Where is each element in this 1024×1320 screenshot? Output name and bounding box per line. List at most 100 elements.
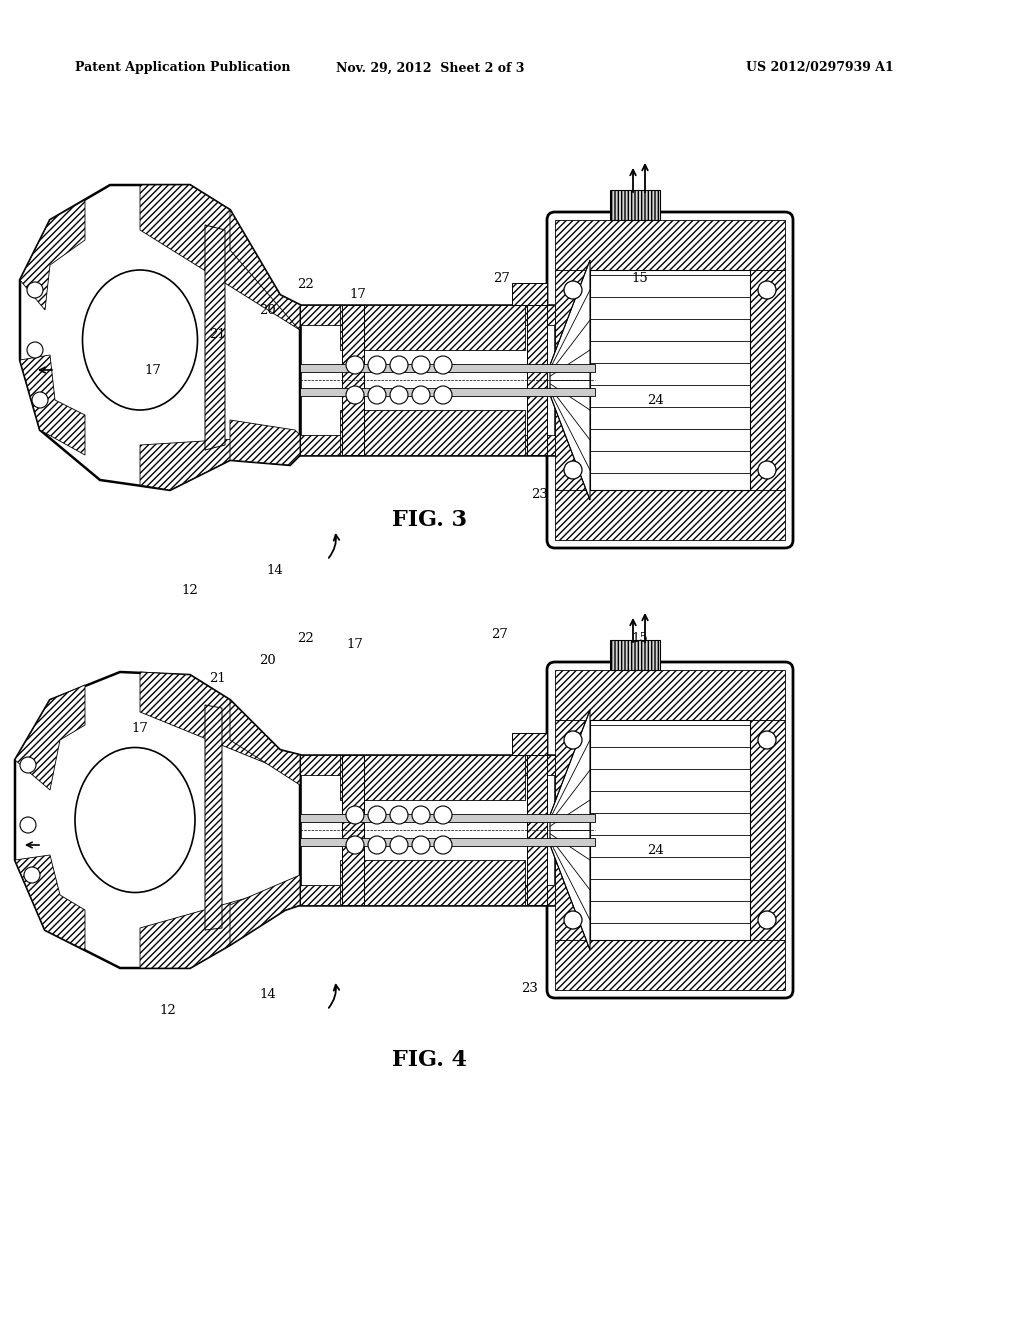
Circle shape xyxy=(368,807,386,824)
Circle shape xyxy=(758,281,776,300)
Polygon shape xyxy=(750,271,785,490)
Circle shape xyxy=(412,836,430,854)
Polygon shape xyxy=(20,355,85,455)
Polygon shape xyxy=(15,672,300,968)
Circle shape xyxy=(434,836,452,854)
Circle shape xyxy=(758,461,776,479)
Polygon shape xyxy=(140,436,300,490)
Circle shape xyxy=(346,356,364,374)
Circle shape xyxy=(434,385,452,404)
Text: 17: 17 xyxy=(144,363,162,376)
Polygon shape xyxy=(15,855,85,950)
Text: 15: 15 xyxy=(632,272,648,285)
Circle shape xyxy=(27,342,43,358)
Text: 17: 17 xyxy=(346,639,364,652)
Polygon shape xyxy=(300,755,555,906)
Polygon shape xyxy=(20,185,300,490)
Text: 15: 15 xyxy=(632,631,648,644)
Text: US 2012/0297939 A1: US 2012/0297939 A1 xyxy=(746,62,894,74)
Polygon shape xyxy=(342,755,364,906)
Circle shape xyxy=(390,356,408,374)
Text: FIG. 4: FIG. 4 xyxy=(392,1049,468,1071)
Circle shape xyxy=(20,817,36,833)
Text: 22: 22 xyxy=(297,279,313,292)
Circle shape xyxy=(32,392,48,408)
Polygon shape xyxy=(340,861,525,906)
Text: Patent Application Publication: Patent Application Publication xyxy=(75,62,291,74)
Polygon shape xyxy=(300,884,555,906)
Polygon shape xyxy=(555,671,785,719)
Polygon shape xyxy=(342,305,364,455)
Polygon shape xyxy=(140,185,300,330)
Polygon shape xyxy=(590,719,750,940)
Polygon shape xyxy=(20,201,85,310)
Polygon shape xyxy=(555,220,785,271)
Polygon shape xyxy=(512,282,547,305)
Polygon shape xyxy=(555,719,590,940)
Circle shape xyxy=(564,731,582,748)
Circle shape xyxy=(346,385,364,404)
Text: 12: 12 xyxy=(181,583,199,597)
Polygon shape xyxy=(15,685,85,789)
Text: 17: 17 xyxy=(349,289,367,301)
Polygon shape xyxy=(550,260,590,500)
Circle shape xyxy=(346,807,364,824)
Polygon shape xyxy=(300,305,555,325)
Polygon shape xyxy=(230,875,300,945)
Polygon shape xyxy=(300,838,595,846)
Polygon shape xyxy=(230,420,300,465)
Circle shape xyxy=(412,807,430,824)
Polygon shape xyxy=(300,388,595,396)
Polygon shape xyxy=(340,755,525,800)
Text: 12: 12 xyxy=(160,1003,176,1016)
Circle shape xyxy=(27,282,43,298)
Circle shape xyxy=(758,731,776,748)
Polygon shape xyxy=(140,883,300,968)
FancyBboxPatch shape xyxy=(547,663,793,998)
Circle shape xyxy=(24,867,40,883)
Text: 23: 23 xyxy=(521,982,539,994)
Ellipse shape xyxy=(83,271,198,411)
Text: Nov. 29, 2012  Sheet 2 of 3: Nov. 29, 2012 Sheet 2 of 3 xyxy=(336,62,524,74)
Text: 17: 17 xyxy=(131,722,148,734)
Circle shape xyxy=(564,281,582,300)
Circle shape xyxy=(412,385,430,404)
Text: 23: 23 xyxy=(531,488,549,502)
Ellipse shape xyxy=(75,747,195,892)
Text: 27: 27 xyxy=(494,272,510,285)
Circle shape xyxy=(390,385,408,404)
Circle shape xyxy=(346,836,364,854)
Polygon shape xyxy=(555,940,785,990)
Circle shape xyxy=(20,756,36,774)
Polygon shape xyxy=(555,490,785,540)
Polygon shape xyxy=(205,224,225,450)
Text: 21: 21 xyxy=(210,672,226,685)
Polygon shape xyxy=(230,210,300,330)
Circle shape xyxy=(564,911,582,929)
Polygon shape xyxy=(300,364,595,372)
Text: 14: 14 xyxy=(260,989,276,1002)
Polygon shape xyxy=(750,719,785,940)
Circle shape xyxy=(368,385,386,404)
Polygon shape xyxy=(300,755,555,775)
Text: FIG. 3: FIG. 3 xyxy=(392,510,468,531)
Text: 14: 14 xyxy=(266,564,284,577)
Text: 20: 20 xyxy=(260,653,276,667)
Circle shape xyxy=(368,356,386,374)
Text: 20: 20 xyxy=(260,304,276,317)
Circle shape xyxy=(758,911,776,929)
Text: 21: 21 xyxy=(210,329,226,342)
Circle shape xyxy=(434,356,452,374)
Circle shape xyxy=(368,836,386,854)
Circle shape xyxy=(390,807,408,824)
Text: 24: 24 xyxy=(646,843,664,857)
Polygon shape xyxy=(555,271,590,490)
Text: 22: 22 xyxy=(297,631,313,644)
Polygon shape xyxy=(610,190,660,220)
Polygon shape xyxy=(300,436,555,455)
Polygon shape xyxy=(340,305,525,350)
Polygon shape xyxy=(205,705,222,931)
Polygon shape xyxy=(300,814,595,822)
FancyBboxPatch shape xyxy=(547,213,793,548)
Polygon shape xyxy=(590,271,750,490)
